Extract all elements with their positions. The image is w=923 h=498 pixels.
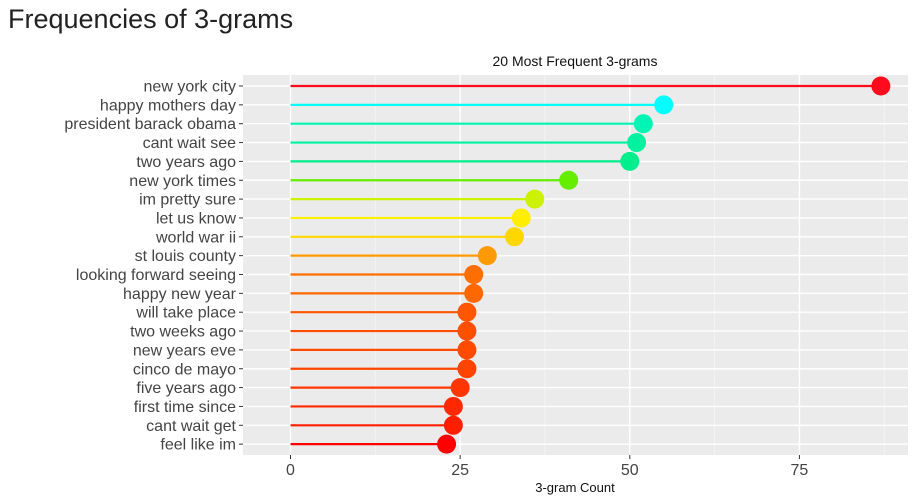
lollipop-dot — [443, 396, 463, 416]
lollipop-dot — [633, 114, 653, 134]
lollipop-dot — [511, 208, 531, 228]
plot-panel — [243, 75, 908, 455]
x-tick-label: 75 — [791, 462, 809, 479]
lollipop-dot — [437, 434, 457, 454]
lollipop-dot — [620, 151, 640, 171]
lollipop-dot — [627, 133, 647, 153]
lollipop-dot — [559, 170, 579, 190]
lollipop-dot — [464, 265, 484, 284]
category-label: happy new year — [123, 286, 237, 303]
category-label: new york times — [129, 173, 236, 190]
lollipop-dot — [457, 321, 477, 341]
lollipop-dot — [477, 246, 497, 266]
lollipop-dot — [525, 189, 545, 209]
lollipop-dots — [437, 76, 891, 454]
chart-title: 20 Most Frequent 3-grams — [493, 53, 658, 69]
lollipop-dot — [464, 283, 484, 303]
category-label: feel like im — [160, 437, 236, 454]
category-label: cant wait see — [143, 135, 236, 152]
category-label: world war ii — [155, 229, 236, 246]
category-label: looking forward seeing — [76, 267, 236, 284]
category-label: five years ago — [136, 380, 236, 397]
x-tick-label: 25 — [451, 462, 469, 479]
lollipop-dot — [654, 95, 674, 115]
category-label: first time since — [134, 399, 236, 416]
category-label: im pretty sure — [139, 192, 236, 209]
page-heading: Frequencies of 3-grams — [8, 4, 294, 34]
category-label: president barack obama — [64, 116, 236, 133]
category-label: let us know — [156, 210, 236, 227]
category-label: will take place — [135, 305, 236, 322]
category-label: two years ago — [136, 154, 236, 171]
lollipop-stems — [290, 84, 881, 446]
lollipop-dot — [457, 340, 477, 360]
lollipop-dot — [443, 415, 463, 435]
x-axis-ticks: 0 25 50 75 — [286, 455, 808, 479]
category-label: cant wait get — [146, 418, 236, 435]
category-label: happy mothers day — [100, 97, 236, 114]
category-label: st louis county — [135, 248, 236, 265]
lollipop-dot — [871, 76, 891, 96]
category-label: new years eve — [133, 342, 236, 359]
lollipop-dot — [457, 302, 477, 322]
x-tick-label: 50 — [621, 462, 639, 479]
category-label: two weeks ago — [130, 324, 236, 341]
lollipop-dot — [504, 227, 524, 247]
x-tick-label: 0 — [286, 462, 295, 479]
lollipop-dot — [457, 359, 477, 379]
x-axis-title: 3-gram Count — [535, 480, 615, 495]
lollipop-dot — [450, 378, 470, 398]
category-label: new york city — [144, 79, 236, 96]
category-label: cinco de mayo — [133, 361, 236, 378]
